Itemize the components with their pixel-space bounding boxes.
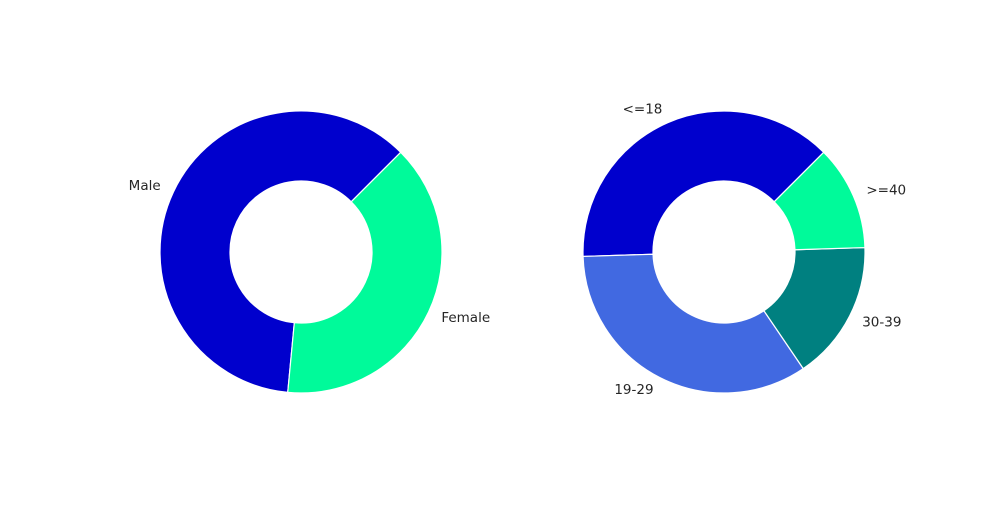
slice-19-29 bbox=[582, 253, 805, 394]
slice-le-18 bbox=[582, 110, 825, 258]
slice-label-ge-40: >=40 bbox=[866, 182, 906, 198]
slice-label-female: Female bbox=[441, 310, 490, 326]
slice-ge-40 bbox=[773, 151, 866, 251]
gender-donut-chart: Male Female bbox=[129, 110, 490, 394]
slice-label-19-29: 19-29 bbox=[614, 382, 653, 398]
slice-label-30-39: 30-39 bbox=[862, 314, 901, 330]
slice-male bbox=[159, 110, 402, 394]
slice-label-male: Male bbox=[129, 178, 161, 194]
slice-label-le-18: <=18 bbox=[623, 102, 663, 118]
age-group-donut-chart: <=18 19-29 30-39 >=40 bbox=[582, 102, 906, 398]
slice-female bbox=[287, 151, 443, 394]
